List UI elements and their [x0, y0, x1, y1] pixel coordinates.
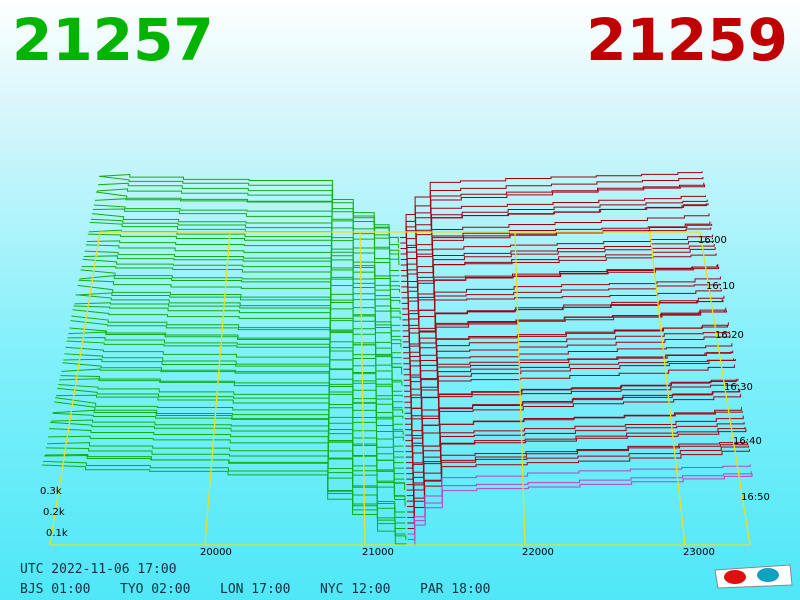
- time-label: 16:50: [741, 492, 770, 503]
- time-label: 16:40: [733, 436, 762, 447]
- ask-depth-line: [403, 307, 727, 381]
- price-grid-line: [204, 231, 231, 546]
- ask-depth-line: [400, 184, 706, 249]
- price-label: 22000: [522, 547, 554, 558]
- ask-price: 21259: [586, 6, 788, 74]
- ask-depth-line: [407, 471, 752, 541]
- zone-time: TYO 02:00: [120, 582, 190, 597]
- 3d-glasses-button[interactable]: [714, 564, 793, 589]
- zone-time: PAR 18:00: [420, 582, 490, 597]
- bid-depth-line: [54, 401, 405, 480]
- ask-depth-line: [403, 289, 722, 354]
- price-label: 20000: [200, 547, 232, 558]
- ask-depth-line: [405, 378, 739, 458]
- depth-label: 0.2k: [43, 507, 65, 518]
- time-label: 16:00: [698, 235, 727, 246]
- bid-depth-line: [62, 362, 404, 436]
- floor-grid: [49, 231, 751, 546]
- price-label: 23000: [683, 547, 715, 558]
- price-grid-line: [514, 231, 526, 546]
- ask-depth-line: [407, 449, 750, 530]
- utc-time: UTC 2022-11-06 17:00: [20, 562, 177, 577]
- price-grid-line: [359, 231, 366, 546]
- ask-depth-line: [407, 441, 748, 513]
- price-label: 21000: [362, 547, 394, 558]
- bid-depth-line: [41, 464, 407, 545]
- ask-depth-line: [406, 427, 746, 502]
- floor-outline: [49, 231, 751, 546]
- zone-time: NYC 12:00: [320, 582, 390, 597]
- ask-depth-line: [401, 240, 714, 304]
- ask-depth-line: [407, 464, 751, 535]
- depth-label: 0.1k: [46, 528, 68, 539]
- depth-lines: [41, 171, 753, 546]
- time-label: 16:20: [715, 330, 744, 341]
- ask-depth-line: [400, 203, 709, 271]
- zone-time: BJS 01:00: [20, 582, 90, 597]
- ask-depth-line: [408, 473, 753, 546]
- time-label: 16:30: [724, 382, 753, 393]
- depth-label: 0.3k: [40, 486, 62, 497]
- ask-depth-line: [406, 411, 743, 486]
- bid-depth-line: [53, 409, 405, 485]
- ask-depth-line: [407, 445, 749, 524]
- price-grid-line: [649, 231, 686, 546]
- ask-depth-line: [402, 264, 718, 326]
- time-label: 16:10: [706, 281, 735, 292]
- bid-price: 21257: [12, 6, 214, 74]
- zone-time: LON 17:00: [220, 582, 290, 597]
